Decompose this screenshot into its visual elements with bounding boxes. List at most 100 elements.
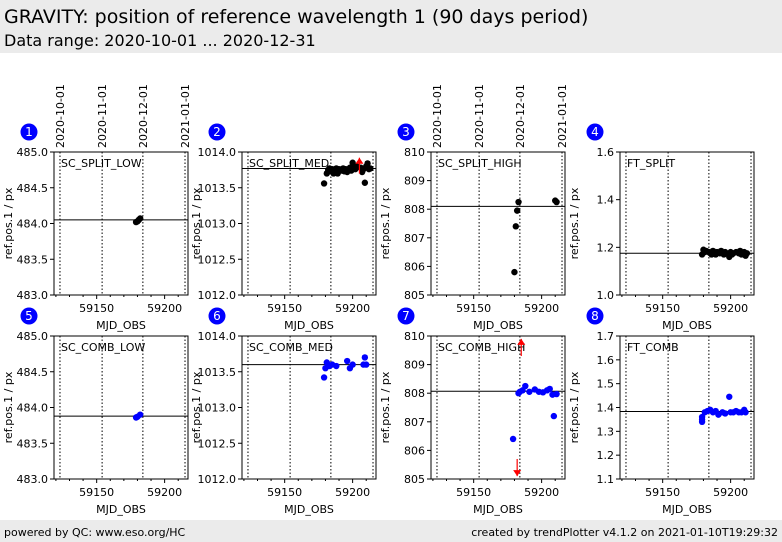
y-tick-label: 1.5 — [597, 378, 615, 391]
x-axis-label: MJD_OBS — [284, 319, 334, 332]
y-tick-label: 1.4 — [597, 194, 615, 207]
x-tick-label: 59200 — [524, 302, 559, 315]
panel-title: SC_COMB_HIGH — [438, 341, 525, 354]
x-axis-label: MJD_OBS — [662, 319, 712, 332]
date-marker-label: 2020-10-01 — [431, 84, 444, 148]
y-tick-label: 1012.0 — [198, 473, 237, 486]
y-tick-label: 483.5 — [17, 437, 49, 450]
date-marker-label: 2021-01-01 — [556, 84, 569, 148]
y-axis-label: ref.pos.1 / px — [190, 371, 203, 443]
data-point — [526, 388, 533, 395]
x-tick-label: 59150 — [267, 302, 302, 315]
data-point — [333, 362, 340, 370]
x-tick-label: 59200 — [335, 486, 370, 499]
x-tick-label: 59150 — [456, 486, 491, 499]
x-axis-label: MJD_OBS — [96, 319, 146, 332]
panel-number-badge — [586, 123, 604, 141]
y-tick-label: 1.3 — [597, 425, 615, 438]
y-tick-label: 810 — [404, 146, 425, 159]
date-marker-label: 2021-01-01 — [179, 84, 192, 148]
header: GRAVITY: position of reference wavelengt… — [0, 0, 782, 53]
panel-title: FT_SPLIT — [627, 157, 675, 170]
plot-frame — [619, 335, 755, 480]
data-point — [522, 382, 529, 390]
y-tick-label: 806 — [404, 260, 425, 273]
y-tick-label: 807 — [404, 416, 425, 429]
plot-frame — [430, 335, 566, 480]
x-axis-label: MJD_OBS — [662, 503, 712, 516]
date-marker-label: 2020-12-01 — [137, 84, 150, 148]
y-tick-label: 808 — [404, 387, 425, 400]
y-tick-label: 809 — [404, 175, 425, 188]
x-axis-label: MJD_OBS — [473, 319, 523, 332]
x-tick-label: 59150 — [645, 486, 680, 499]
plot-frame — [53, 335, 189, 480]
y-tick-label: 1013.0 — [198, 402, 237, 415]
data-point — [721, 410, 729, 417]
data-point — [550, 412, 558, 420]
y-tick-label: 483.5 — [17, 253, 49, 266]
panel-number: 1 — [25, 125, 33, 139]
date-marker-label: 2020-11-01 — [96, 84, 109, 148]
y-axis-label: ref.pos.1 / px — [2, 371, 15, 443]
y-tick-label: 1013.5 — [198, 182, 237, 195]
date-marker-label: 2020-10-01 — [54, 84, 67, 148]
y-tick-label: 1.4 — [597, 402, 615, 415]
y-tick-label: 1012.5 — [198, 253, 237, 266]
y-axis-label: ref.pos.1 / px — [379, 371, 392, 443]
footer: powered by QC: www.eso.org/HC created by… — [0, 520, 782, 542]
y-tick-label: 806 — [404, 444, 425, 457]
data-point — [513, 207, 521, 214]
panel-number: 8 — [591, 309, 599, 323]
data-point — [367, 165, 374, 172]
panel-number-badge — [208, 123, 226, 141]
y-tick-label: 808 — [404, 203, 425, 216]
y-tick-label: 1014.0 — [198, 330, 237, 343]
y-tick-label: 484.0 — [17, 218, 49, 231]
y-tick-label: 1.6 — [597, 146, 615, 159]
y-tick-label: 810 — [404, 330, 425, 343]
y-tick-label: 1012.0 — [198, 289, 237, 302]
data-point — [509, 435, 517, 443]
panel-number: 4 — [591, 125, 599, 139]
x-tick-label: 59150 — [79, 486, 114, 499]
y-axis-label: ref.pos.1 / px — [568, 187, 581, 259]
y-axis-label: ref.pos.1 / px — [568, 371, 581, 443]
outlier-arrow-head — [355, 157, 364, 164]
panel-title: SC_SPLIT_LOW — [61, 157, 142, 170]
y-tick-label: 1.2 — [597, 449, 615, 462]
panel-number-badge — [208, 307, 226, 325]
x-tick-label: 59200 — [147, 302, 182, 315]
data-point — [136, 215, 144, 222]
y-tick-label: 484.5 — [17, 182, 49, 195]
data-point — [743, 250, 751, 257]
y-tick-label: 1013.5 — [198, 366, 237, 379]
footer-powered-by[interactable]: powered by QC: www.eso.org/HC — [4, 526, 186, 539]
y-tick-label: 805 — [404, 473, 425, 486]
y-tick-label: 485.0 — [17, 146, 49, 159]
panel-number-badge — [586, 307, 604, 325]
y-tick-label: 483.0 — [17, 473, 49, 486]
y-tick-label: 809 — [404, 359, 425, 372]
panel-number-badge — [20, 307, 38, 325]
data-point — [364, 160, 371, 167]
footer-created-by: created by trendPlotter v4.1.2 on 2021-0… — [471, 526, 778, 539]
panel-title: SC_COMB_MED — [249, 341, 333, 354]
y-tick-label: 1014.0 — [198, 146, 237, 159]
panel-number: 2 — [213, 125, 221, 139]
panel-title: SC_SPLIT_MED — [249, 157, 329, 170]
data-point — [320, 374, 328, 381]
page-title: GRAVITY: position of reference wavelengt… — [4, 6, 589, 28]
data-point — [361, 179, 369, 186]
outlier-arrow-head — [513, 470, 522, 477]
x-tick-label: 59200 — [524, 486, 559, 499]
x-tick-label: 59150 — [645, 302, 680, 315]
y-axis-label: ref.pos.1 / px — [379, 187, 392, 259]
x-tick-label: 59200 — [713, 486, 748, 499]
y-axis-label: ref.pos.1 / px — [2, 187, 15, 259]
panel-number: 3 — [402, 125, 410, 139]
panel-title: SC_COMB_LOW — [61, 341, 145, 354]
data-point — [349, 361, 356, 368]
y-tick-label: 484.5 — [17, 366, 49, 379]
